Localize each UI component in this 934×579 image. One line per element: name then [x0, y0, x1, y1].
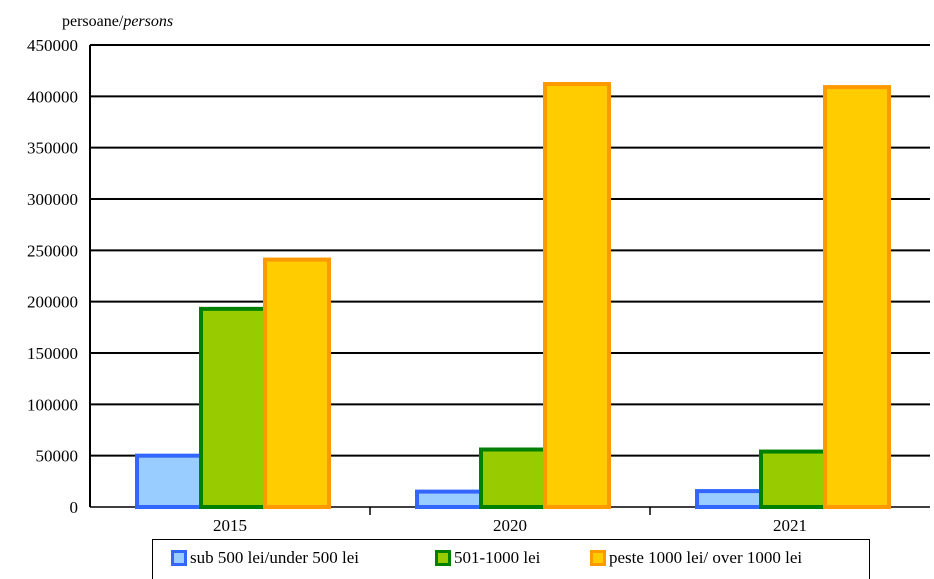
bar: [695, 489, 763, 510]
legend-swatch-501-1000: [435, 550, 451, 566]
y-tick-label: 400000: [27, 87, 78, 106]
x-tick-label: 2021: [773, 516, 807, 535]
bar: [415, 489, 483, 510]
legend-item-under-500: sub 500 lei/under 500 lei: [171, 548, 359, 568]
y-tick-label: 200000: [27, 293, 78, 312]
y-tick-label: 300000: [27, 190, 78, 209]
y-axis-label-italic: persons: [123, 13, 174, 30]
y-tick-label: 250000: [27, 241, 78, 260]
y-tick-label: 350000: [27, 139, 78, 158]
legend: sub 500 lei/under 500 lei 501-1000 lei p…: [152, 539, 870, 579]
y-tick-label: 150000: [27, 344, 78, 363]
legend-swatch-over-1000: [590, 550, 606, 566]
legend-label-over-1000: peste 1000 lei/ over 1000 lei: [609, 548, 803, 567]
y-axis-label: persoane/persons: [62, 13, 173, 31]
legend-label-under-500: sub 500 lei/under 500 lei: [190, 548, 360, 567]
bar: [543, 82, 611, 509]
bar: [479, 447, 547, 509]
legend-item-501-1000: 501-1000 lei: [435, 548, 540, 568]
bar: [759, 449, 827, 509]
legend-item-over-1000: peste 1000 lei/ over 1000 lei: [590, 548, 802, 568]
y-tick-label: 50000: [36, 447, 79, 466]
legend-label-501-1000: 501-1000 lei: [454, 548, 541, 567]
x-tick-label: 2015: [213, 516, 247, 535]
y-tick-label: 450000: [27, 36, 78, 55]
y-axis-label-plain: persoane/: [62, 13, 124, 30]
x-tick-label: 2020: [493, 516, 527, 535]
y-tick-label: 100000: [27, 395, 78, 414]
bar: [199, 306, 267, 509]
bar: [263, 257, 331, 509]
bar: [823, 85, 891, 510]
bar: [135, 453, 203, 509]
y-tick-label: 0: [70, 498, 79, 517]
legend-swatch-under-500: [171, 550, 187, 566]
